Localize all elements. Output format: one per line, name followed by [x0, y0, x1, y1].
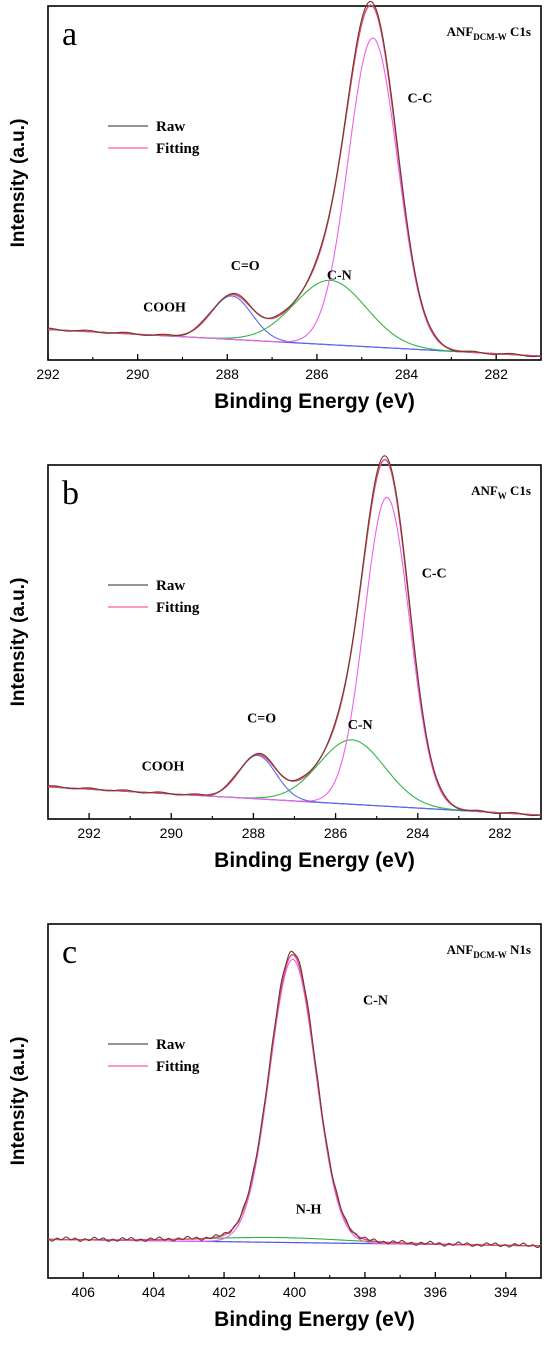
panel-letter: b — [62, 475, 79, 512]
peak-label-c-c: C-C — [422, 567, 447, 582]
component-curve-c-c — [47, 37, 542, 357]
spectrum-main: ANF — [447, 24, 474, 39]
peak-label-c-c: C-C — [408, 92, 433, 107]
component-curve-c-c — [47, 496, 542, 816]
x-tick-label: 286 — [305, 366, 329, 382]
raw-curve — [47, 0, 542, 358]
raw-curve — [47, 950, 542, 1249]
chart-panel-c: 406 404 402 400 398 396 394 Binding Energy (eV)… — [8, 923, 542, 1331]
x-tick-label: 290 — [126, 366, 150, 382]
spectrum-title: ANFW C1s — [471, 483, 531, 501]
spectrum-title: ANFDCM-W N1s — [447, 942, 531, 960]
panel-letter: c — [62, 934, 77, 971]
peak-label-c-n: C-N — [363, 993, 388, 1008]
x-axis-label: Binding Energy (eV) — [214, 849, 415, 872]
x-tick-label: 292 — [36, 366, 60, 382]
plot-frame — [47, 464, 542, 820]
spectrum-suffix: C1s — [507, 24, 531, 39]
x-axis-label: Binding Energy (eV) — [214, 390, 415, 413]
fitting-curve — [47, 954, 542, 1247]
spectrum-sub: W — [498, 491, 507, 501]
x-tick-label: 292 — [77, 825, 101, 841]
spectrum-sub: DCM-W — [473, 32, 507, 42]
component-curve-c-n — [47, 279, 542, 357]
peak-label-n-h: N-H — [296, 1203, 322, 1218]
legend-label-fitting: Fitting — [156, 600, 200, 616]
peak-label-c-o: C=O — [231, 259, 260, 274]
peak-label-cooh: COOH — [142, 760, 185, 775]
peak-label-c-n: C-N — [327, 269, 352, 284]
spectrum-suffix: C1s — [507, 483, 531, 498]
legend-label-fitting: Fitting — [156, 1059, 200, 1075]
y-axis-label: Intensity (a.u.) — [8, 1037, 29, 1166]
spectrum-suffix: N1s — [507, 942, 531, 957]
y-axis-label: Intensity (a.u.) — [8, 119, 29, 248]
spectrum-main: ANF — [471, 483, 498, 498]
x-tick-label: 398 — [353, 1284, 377, 1300]
x-tick-label: 284 — [395, 366, 419, 382]
x-tick-label: 284 — [406, 825, 430, 841]
component-curve-c-n — [47, 958, 542, 1247]
fitting-curve — [47, 458, 542, 816]
legend-label-raw: Raw — [156, 119, 185, 135]
x-tick-label: 282 — [488, 825, 512, 841]
x-tick-label: 406 — [72, 1284, 96, 1300]
x-tick-label: 404 — [142, 1284, 166, 1300]
chart-panel-a: 292 290 288 286 284 282 Binding Energy (eV) Int… — [8, 0, 542, 413]
raw-curve — [47, 455, 542, 817]
peak-label-cooh: COOH — [143, 301, 186, 316]
x-tick-label: 290 — [160, 825, 184, 841]
x-axis-label: Binding Energy (eV) — [214, 1308, 415, 1331]
x-tick-label: 286 — [324, 825, 348, 841]
x-tick-label: 288 — [216, 366, 240, 382]
peak-label-c-n: C-N — [348, 718, 373, 733]
x-tick-label: 402 — [212, 1284, 236, 1300]
spectrum-main: ANF — [447, 942, 474, 957]
spectrum-sub: DCM-W — [473, 950, 507, 960]
legend-label-fitting: Fitting — [156, 141, 200, 157]
spectrum-title: ANFDCM-W C1s — [447, 24, 531, 42]
plot-frame — [47, 923, 542, 1279]
plot-frame — [47, 5, 542, 361]
component-curve-c-n — [47, 739, 542, 816]
chart-panel-b: 292 290 288 286 284 282 Binding Energy (eV) Int… — [8, 455, 542, 872]
component-curve-c-o — [47, 754, 542, 816]
legend-label-raw: Raw — [156, 1037, 185, 1053]
x-tick-label: 282 — [485, 366, 509, 382]
component-curve-c-o — [47, 295, 542, 357]
x-tick-label: 288 — [242, 825, 266, 841]
legend-label-raw: Raw — [156, 578, 185, 594]
x-tick-label: 400 — [283, 1284, 307, 1300]
peak-label-c-o: C=O — [247, 711, 276, 726]
y-axis-label: Intensity (a.u.) — [8, 578, 29, 707]
x-tick-label: 394 — [494, 1284, 518, 1300]
panel-letter: a — [62, 16, 77, 53]
x-tick-label: 396 — [424, 1284, 448, 1300]
